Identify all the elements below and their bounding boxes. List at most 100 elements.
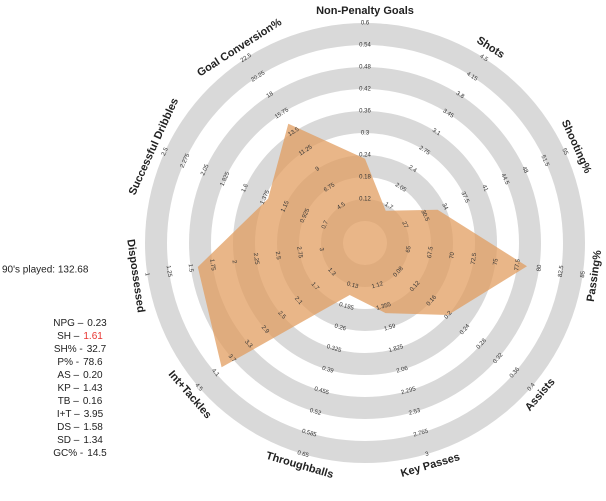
tick-label: 85	[580, 270, 587, 278]
tick-label: 41	[480, 184, 489, 193]
tick-label: 1.7	[383, 202, 394, 212]
stat-label: SH –	[57, 331, 80, 342]
tick-label: 0.6	[361, 21, 370, 27]
stat-line: NPG – 0.23	[53, 318, 107, 329]
stat-line: P% - 78.6	[57, 357, 103, 368]
stat-value: 32.7	[87, 344, 107, 355]
axis-label: Dispossessed	[124, 238, 146, 313]
played-label: 90's played: 132.68	[2, 265, 89, 276]
tick-label: 80	[536, 264, 543, 272]
stat-line: SH% - 32.7	[54, 344, 107, 355]
stat-line: I+T – 3.95	[57, 409, 104, 420]
tick-label: 0.39	[321, 366, 335, 375]
tick-label: 0.26	[334, 323, 348, 332]
tick-label: 3	[318, 247, 325, 252]
tick-label: 48	[520, 166, 529, 175]
tick-label: 0.48	[359, 65, 371, 71]
tick-label: 37.5	[459, 191, 470, 205]
tick-label: 44.5	[499, 173, 510, 187]
tick-label: 4.1	[210, 368, 220, 379]
tick-label: 2.75	[295, 246, 303, 259]
tick-label: 27	[400, 221, 409, 230]
stat-label: AS –	[57, 370, 79, 381]
tick-label: 1	[143, 272, 150, 277]
tick-label: 2.05	[394, 182, 408, 194]
tick-label: 0.325	[326, 344, 343, 354]
tick-label: 1.75	[208, 259, 216, 272]
stat-label: GC% -	[53, 448, 83, 459]
tick-label: 2.75	[418, 145, 432, 157]
stat-label: TB –	[58, 396, 80, 407]
stat-line: DS –1.58	[57, 422, 103, 433]
tick-label: 4.15	[465, 71, 479, 83]
tick-label: 4.5	[336, 201, 347, 211]
tick-label: 0.195	[338, 302, 355, 312]
stat-label: NPG –	[53, 318, 83, 329]
tick-label: 77.5	[514, 258, 522, 271]
axis-label: Passing%	[585, 249, 604, 302]
tick-label: 2.295	[400, 386, 417, 396]
stat-label: SH% -	[54, 344, 83, 355]
tick-label: 65	[406, 245, 413, 253]
tick-label: 2.53	[408, 408, 422, 417]
tick-label: 0.36	[359, 109, 371, 115]
tick-label: 2.765	[413, 428, 430, 438]
tick-label: 70	[449, 251, 456, 259]
axis-label: Non-Penalty Goals	[316, 5, 414, 17]
stat-line: GC% - 14.5	[53, 448, 107, 459]
tick-label: 1.825	[220, 171, 232, 188]
tick-label: 0.455	[313, 386, 330, 396]
tick-label: 1.59	[384, 323, 398, 332]
stat-value: 14.5	[87, 448, 107, 459]
stat-label: KP –	[58, 383, 80, 394]
tick-label: 2.4	[407, 165, 418, 175]
tick-label: 18	[266, 91, 275, 100]
tick-label: 3	[425, 451, 431, 458]
tick-label: 72.5	[471, 252, 479, 265]
tick-label: 3.3	[243, 339, 253, 350]
tick-label: 13.5	[287, 126, 301, 138]
tick-label: 1.355	[376, 302, 393, 312]
tick-label: 9	[315, 166, 322, 173]
tick-label: 0.24	[359, 153, 371, 159]
tick-label: 0.13	[346, 281, 360, 290]
tick-label: 1.15	[280, 200, 291, 214]
stat-value: 0.16	[83, 396, 103, 407]
tick-label: 3.45	[441, 108, 455, 120]
tick-label: 34	[440, 202, 449, 211]
tick-label: 82.5	[558, 264, 566, 277]
stat-line: AS – 0.20	[57, 370, 103, 381]
stat-value: 3.95	[84, 409, 104, 420]
tick-label: 22.5	[240, 52, 254, 64]
tick-label: 3.8	[455, 91, 466, 101]
stat-label: DS –	[57, 422, 80, 433]
stat-label: SD –	[57, 435, 80, 446]
tick-label: 4.5	[193, 382, 203, 393]
tick-label: 6.75	[323, 182, 337, 194]
tick-label: 4.5	[478, 54, 489, 64]
tick-label: 75	[493, 258, 500, 266]
tick-label: 2.5	[161, 146, 170, 157]
tick-label: 1.375	[260, 189, 272, 206]
tick-label: 1.25	[165, 265, 173, 278]
tick-label: 67.5	[427, 246, 435, 259]
tick-label: 0.3	[361, 131, 370, 137]
tick-label: 0.54	[359, 43, 371, 49]
tick-label: 55	[560, 148, 569, 157]
stat-line: TB –0.16	[58, 396, 103, 407]
stat-value: 1.61	[83, 331, 103, 342]
tick-label: 51.5	[539, 154, 550, 168]
stat-line: SH –1.61	[57, 331, 103, 342]
stat-line: KP –1.43	[58, 383, 103, 394]
tick-label: 2	[231, 260, 238, 265]
tick-label: 30.5	[419, 209, 430, 223]
tick-label: 0.65	[296, 450, 310, 459]
tick-label: 0.4	[527, 382, 537, 393]
tick-label: 3.1	[431, 128, 442, 138]
tick-label: 0.7	[321, 219, 330, 230]
stat-value: 1.58	[83, 422, 103, 433]
tick-label: 2.5	[274, 251, 281, 261]
tick-label: 0.12	[359, 197, 371, 203]
tick-label: 1.7	[310, 281, 320, 292]
